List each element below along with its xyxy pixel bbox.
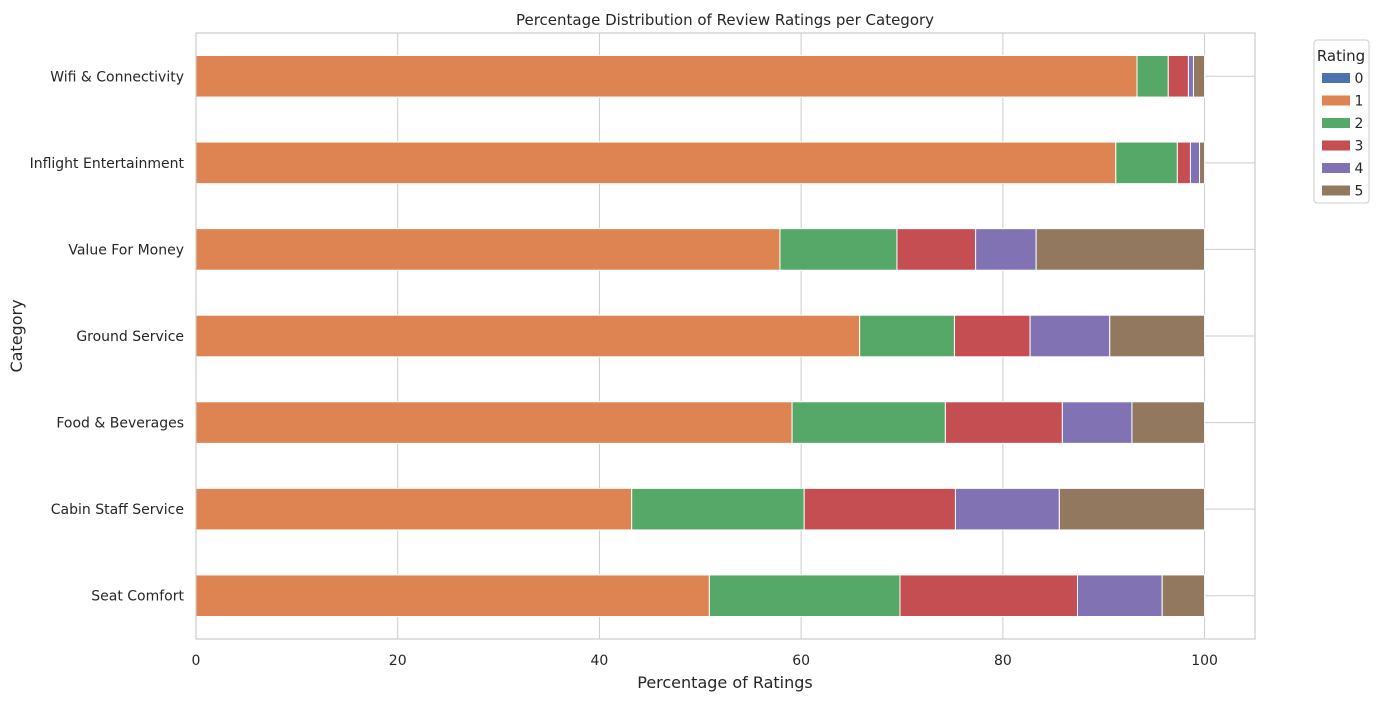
- y-tick-label: Ground Service: [76, 329, 184, 345]
- bar-segment-rating-3: [803, 487, 956, 531]
- x-tick-label: 0: [192, 653, 201, 669]
- y-tick-label: Food & Beverages: [56, 416, 184, 432]
- bars: [195, 55, 1206, 617]
- bar-segment-rating-2: [791, 401, 946, 444]
- plot-frame: [195, 32, 1256, 640]
- legend-label: 5: [1355, 184, 1364, 200]
- bar-segment-rating-1: [195, 55, 1138, 98]
- legend-label: 1: [1355, 94, 1364, 110]
- bar-segment-rating-4: [1187, 55, 1194, 98]
- legend-swatch-rating-3: [1322, 140, 1350, 151]
- y-tick-labels: Wifi & Connectivity Inflight Entertainmen…: [30, 69, 185, 604]
- bar-segment-rating-4: [1029, 314, 1111, 358]
- chart-title: Percentage Distribution of Review Rating…: [516, 11, 934, 29]
- x-tick-label: 80: [994, 653, 1012, 669]
- bar-segment-rating-5: [1058, 487, 1206, 531]
- bar-segment-rating-2: [859, 314, 955, 358]
- legend-swatch-rating-4: [1322, 163, 1350, 173]
- x-tick-label: 40: [591, 653, 609, 669]
- bar-segment-rating-5: [1109, 314, 1206, 358]
- x-axis-label: Percentage of Ratings: [637, 673, 813, 692]
- legend-label: 3: [1355, 139, 1364, 155]
- bar-segment-rating-2: [708, 574, 901, 617]
- bar-segment-rating-3: [899, 574, 1078, 617]
- bar-segment-rating-5: [1192, 55, 1206, 98]
- bar-segment-rating-4: [975, 228, 1037, 271]
- bar-segment-rating-2: [1115, 141, 1178, 185]
- bar-segment-rating-1: [195, 141, 1117, 185]
- bar-segment-rating-3: [1167, 55, 1189, 98]
- legend-title: Rating: [1317, 47, 1365, 65]
- bar-segment-rating-4: [1189, 141, 1201, 185]
- y-tick-label: Value For Money: [68, 242, 184, 258]
- bar-segment-rating-1: [195, 314, 861, 358]
- y-tick-label: Cabin Staff Service: [51, 502, 184, 518]
- legend: Rating 0 1 2 3 4 5: [1313, 39, 1370, 204]
- bar-segment-rating-3: [944, 401, 1063, 444]
- bar-segment-rating-3: [896, 228, 977, 271]
- y-tick-label: Wifi & Connectivity: [50, 69, 184, 85]
- bar-segment-rating-4: [1061, 401, 1133, 444]
- bar-segment-rating-3: [1176, 141, 1191, 185]
- bar-segment-rating-1: [195, 228, 781, 271]
- bar-segment-rating-5: [1035, 228, 1206, 271]
- bar-segment-rating-5: [1131, 401, 1206, 444]
- bar-segment-rating-3: [953, 314, 1031, 358]
- legend-swatch-rating-1: [1322, 95, 1350, 106]
- legend-label: 4: [1355, 161, 1364, 177]
- bar-segment-rating-1: [195, 487, 633, 531]
- bar-segment-rating-1: [195, 574, 710, 617]
- y-tick-label: Inflight Entertainment: [30, 156, 185, 172]
- legend-swatch-rating-5: [1322, 185, 1350, 196]
- legend-label: 0: [1355, 71, 1364, 87]
- x-tick-label: 60: [792, 653, 810, 669]
- legend-entries: 0 1 2 3 4 5: [1322, 71, 1364, 200]
- y-tick-label: Seat Comfort: [91, 589, 184, 605]
- legend-swatch-rating-0: [1322, 73, 1350, 83]
- x-tick-labels: 0 20 40 60 80 100: [192, 653, 1218, 669]
- legend-label: 2: [1355, 116, 1364, 132]
- bar-segment-rating-2: [779, 228, 898, 271]
- x-tick-label: 20: [389, 653, 407, 669]
- y-axis-label: Category: [7, 299, 26, 372]
- bar-segment-rating-5: [1161, 574, 1206, 617]
- legend-swatch-rating-2: [1322, 118, 1350, 128]
- bar-segment-rating-1: [195, 401, 793, 444]
- bar-segment-rating-5: [1199, 141, 1206, 185]
- bar-segment-rating-2: [1136, 55, 1169, 98]
- x-tick-label: 100: [1191, 653, 1218, 669]
- bar-segment-rating-4: [954, 487, 1060, 531]
- bar-segment-rating-4: [1076, 574, 1163, 617]
- bar-segment-rating-2: [631, 487, 805, 531]
